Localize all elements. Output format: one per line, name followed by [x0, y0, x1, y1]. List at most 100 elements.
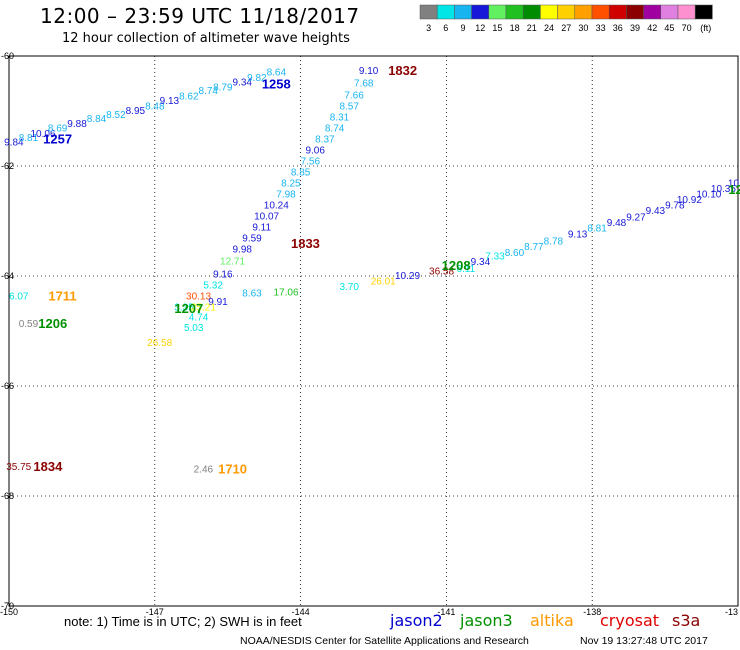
satellite-name: jason3 — [459, 611, 513, 630]
wave-height-label: 8.74 — [325, 124, 345, 135]
legend-label: 6 — [443, 23, 448, 33]
legend-label: 21 — [527, 23, 537, 33]
wave-height-label: 12.71 — [220, 257, 245, 268]
legend-label: 39 — [630, 23, 640, 33]
legend-label: (ft) — [700, 23, 711, 33]
wave-height-label: 5.32 — [203, 280, 223, 291]
satellite-name: cryosat — [600, 611, 659, 630]
wave-height-label: 8.57 — [339, 102, 359, 113]
wave-height-label: 9.84 — [4, 137, 24, 148]
wave-height-label: 10.74 — [728, 179, 740, 190]
wave-height-label: 10.92 — [677, 195, 702, 206]
legend-label: 30 — [578, 23, 588, 33]
wave-height-label: 9.88 — [67, 119, 87, 130]
satellite-name: s3a — [672, 611, 700, 630]
wave-height-label: 36.58 — [429, 267, 454, 278]
pass-time-label: 1710 — [218, 462, 247, 477]
pass-time-label: 1711 — [48, 288, 76, 303]
legend-swatch — [660, 4, 679, 20]
wave-height-label: 8.64 — [267, 67, 287, 78]
wave-height-label: 8.31 — [330, 113, 350, 124]
wave-height-label: 6.07 — [9, 291, 29, 302]
pass-time-label: 1834 — [33, 459, 63, 474]
wave-height-label: 8.37 — [315, 135, 335, 146]
wave-height-label: 26.01 — [371, 276, 396, 287]
pass-time-label: 1208 — [442, 258, 471, 273]
wave-height-label: 2.46 — [194, 465, 214, 476]
pass-time-labels: 1257 1258 1832 1833 1208 1209 1207 1711 1206 1834… — [33, 63, 740, 477]
legend-label: 27 — [561, 23, 571, 33]
wave-height-label: 26.58 — [147, 338, 172, 349]
wave-height-label: 7.33 — [485, 252, 505, 263]
wave-height-label: 9.78 — [665, 201, 685, 212]
legend-swatch — [591, 4, 610, 20]
legend-label: 70 — [682, 23, 692, 33]
credit-text: NOAA/NESDIS Center for Satellite Applica… — [240, 635, 529, 647]
wave-height-label: 8.74 — [199, 86, 219, 97]
axis-ticks: -150 -147 -144 -141 -138 -13 -60 -62 -64 -66 -68 -7… — [0, 51, 738, 617]
legend-swatch — [677, 4, 696, 20]
legend-swatch — [436, 4, 455, 20]
legend-label: 36 — [613, 23, 623, 33]
legend-swatch — [694, 4, 713, 20]
y-tick-label: -60 — [1, 51, 14, 61]
wave-height-label: 25.21 — [191, 302, 216, 313]
pass-time-label: 1258 — [262, 77, 291, 92]
wave-height-label: 10.07 — [254, 212, 279, 223]
wave-height-label: 3.35 — [174, 302, 194, 313]
y-tick-label: -64 — [1, 271, 14, 281]
legend-swatch — [626, 4, 644, 20]
legend-label: 3 — [426, 23, 431, 33]
wave-height-label: 9.34 — [233, 77, 253, 88]
wave-height-label: 35.75 — [6, 462, 31, 473]
wave-height-label: 9.59 — [242, 234, 262, 245]
wave-height-label: 30.13 — [186, 291, 211, 302]
wave-height-label: 9.06 — [305, 146, 325, 157]
x-tick-label: -138 — [583, 607, 601, 617]
legend-swatch — [471, 4, 490, 20]
y-tick-label: -68 — [1, 491, 14, 501]
y-tick-label: -62 — [1, 161, 14, 171]
chart-subtitle: 12 hour collection of altimeter wave hei… — [62, 31, 350, 46]
wave-height-label: 8.85 — [291, 168, 311, 179]
legend-label: 24 — [544, 23, 554, 33]
wave-height-label: 10.35 — [711, 184, 736, 195]
generated-timestamp: Nov 19 13:27:48 UTC 2017 — [580, 635, 708, 647]
legend-swatch — [505, 4, 524, 20]
satellite-name: jason2 — [389, 611, 443, 630]
wave-height-label: 9.91 — [208, 297, 228, 308]
legend-label: 15 — [492, 23, 502, 33]
legend-swatch — [454, 4, 472, 20]
legend-label: 45 — [664, 23, 674, 33]
wave-height-label: 9.13 — [160, 96, 180, 107]
wave-height-label: 8.77 — [524, 242, 544, 253]
legend-swatch — [557, 4, 576, 20]
wave-height-label: 9.16 — [213, 269, 233, 280]
wave-height-label: 4.74 — [189, 313, 209, 324]
wave-height-label: 8.48 — [145, 102, 165, 113]
satellite-legend: jason2 jason3 altika cryosat s3a — [389, 611, 700, 630]
wave-height-label: 10.24 — [264, 201, 289, 212]
wave-height-label: 8.52 — [106, 110, 126, 121]
wave-height-label: 8.81 — [19, 133, 39, 144]
pass-time-label: 1833 — [291, 236, 320, 251]
wave-height-label: 7.66 — [344, 91, 364, 102]
wave-height-label: 9.27 — [626, 213, 646, 224]
wave-height-label: 6.11 — [456, 264, 475, 275]
x-tick-label: -150 — [0, 607, 18, 617]
wave-height-label: 8.95 — [126, 106, 146, 117]
legend-swatch — [608, 4, 627, 20]
wave-height-label: 9.11 — [252, 223, 271, 234]
legend-swatch — [419, 4, 438, 20]
wave-height-label: 10.10 — [696, 190, 721, 201]
wave-height-label: 8.84 — [87, 114, 107, 125]
wave-height-label: 10.06 — [31, 129, 56, 140]
x-tick-label: -147 — [146, 607, 164, 617]
wave-height-label: 7.98 — [276, 190, 296, 201]
wave-height-label: 9.82 — [247, 73, 267, 84]
wave-height-label: 17.06 — [274, 287, 299, 298]
pass-time-label: 1209 — [728, 182, 740, 197]
plot-frame — [8, 55, 739, 607]
